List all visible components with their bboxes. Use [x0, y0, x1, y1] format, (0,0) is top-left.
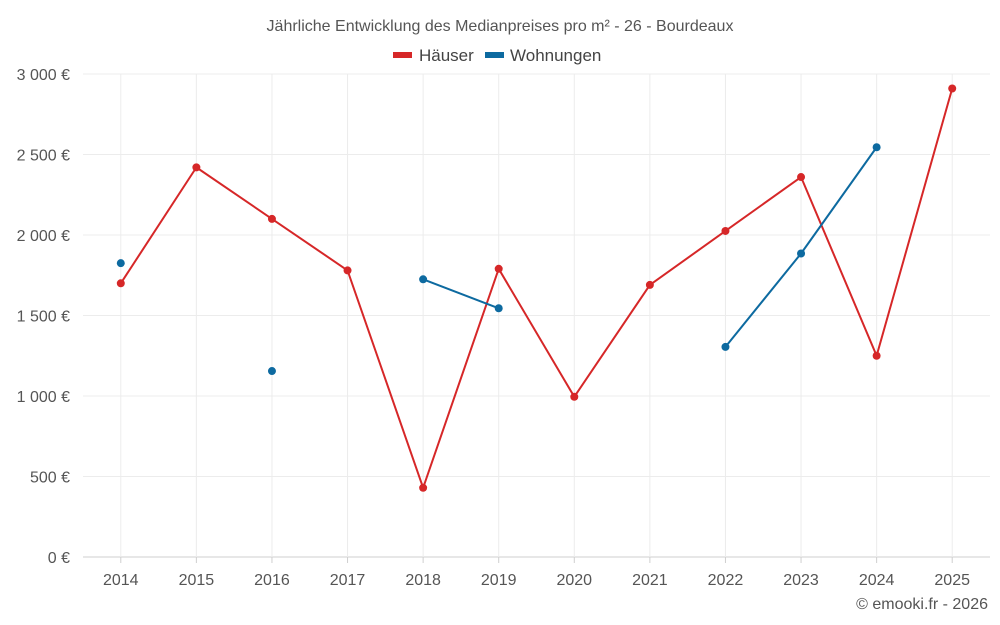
x-tick-label: 2022 [708, 572, 744, 589]
x-tick-label: 2023 [783, 572, 819, 589]
data-point[interactable]: Wohnungen 2023: 1885 [797, 249, 806, 258]
grid [83, 73, 990, 558]
x-tick-label: 2015 [179, 572, 215, 589]
y-tick-label: 2 000 € [17, 228, 70, 245]
data-point[interactable]: Häuser 2025: 2910 [948, 84, 957, 93]
data-point[interactable]: Häuser 2023: 2360 [797, 173, 806, 182]
x-tick-label: 2020 [556, 572, 592, 589]
y-tick-label: 500 € [30, 470, 70, 487]
x-tick-label: 2025 [934, 572, 970, 589]
x-tick-label: 2024 [859, 572, 895, 589]
x-tick-label: 2018 [405, 572, 441, 589]
y-tick-label: 1 500 € [17, 309, 70, 326]
data-point[interactable]: Häuser 2024: 1250 [872, 351, 881, 360]
x-tick-label: 2019 [481, 572, 517, 589]
x-tick-label: 2016 [254, 572, 290, 589]
y-tick-label: 3 000 € [17, 67, 70, 84]
legend-swatch-haeuser [393, 52, 412, 58]
data-point[interactable]: Wohnungen 2014: 1825 [116, 259, 125, 268]
legend-swatch-wohnungen [485, 52, 504, 58]
credit-text: © emooki.fr - 2026 [856, 596, 988, 613]
data-point[interactable]: Häuser 2022: 2025 [721, 226, 730, 235]
x-tick-label: 2017 [330, 572, 366, 589]
data-point[interactable]: Wohnungen 2022: 1305 [721, 342, 730, 351]
data-point[interactable]: Häuser 2021: 1690 [645, 280, 654, 289]
chart-title: Jährliche Entwicklung des Medianpreises … [267, 18, 734, 35]
legend-label-wohnungen[interactable]: Wohnungen [510, 46, 601, 65]
data-point[interactable]: Wohnungen 2018: 1725 [419, 275, 428, 284]
data-point[interactable]: Häuser 2018: 430 [419, 483, 428, 492]
y-axis-ticks: 0 € 500 € 1 000 € 1 500 € 2 000 € 2 500 € 3 00… [17, 67, 70, 567]
legend-label-haeuser[interactable]: Häuser [419, 46, 474, 65]
x-tick-label: 2021 [632, 572, 668, 589]
legend: Häuser Wohnungen [393, 46, 601, 65]
y-tick-label: 1 000 € [17, 389, 70, 406]
series-line-segment [119, 88, 954, 489]
data-point[interactable]: Häuser 2017: 1780 [343, 266, 352, 275]
data-point[interactable]: Wohnungen 2016: 1155 [267, 367, 276, 376]
series-1: Wohnungen 2014: 1825 Wohnungen 2016: 1155… [116, 143, 881, 376]
y-tick-label: 0 € [48, 550, 70, 567]
y-tick-label: 2 500 € [17, 148, 70, 165]
data-point[interactable]: Wohnungen 2019: 1545 [494, 304, 503, 313]
data-point[interactable]: Häuser 2016: 2100 [267, 214, 276, 223]
data-point[interactable]: Häuser 2014: 1700 [116, 279, 125, 288]
data-point[interactable]: Wohnungen 2024: 2545 [872, 143, 881, 152]
x-tick-label: 2014 [103, 572, 139, 589]
series-line-segment [422, 278, 500, 310]
data-point[interactable]: Häuser 2019: 1790 [494, 264, 503, 273]
x-axis-ticks: 2014 2015 2016 2017 2018 2019 2020 2021 2022 2023… [103, 557, 970, 589]
data-point[interactable]: Häuser 2020: 995 [570, 392, 579, 401]
